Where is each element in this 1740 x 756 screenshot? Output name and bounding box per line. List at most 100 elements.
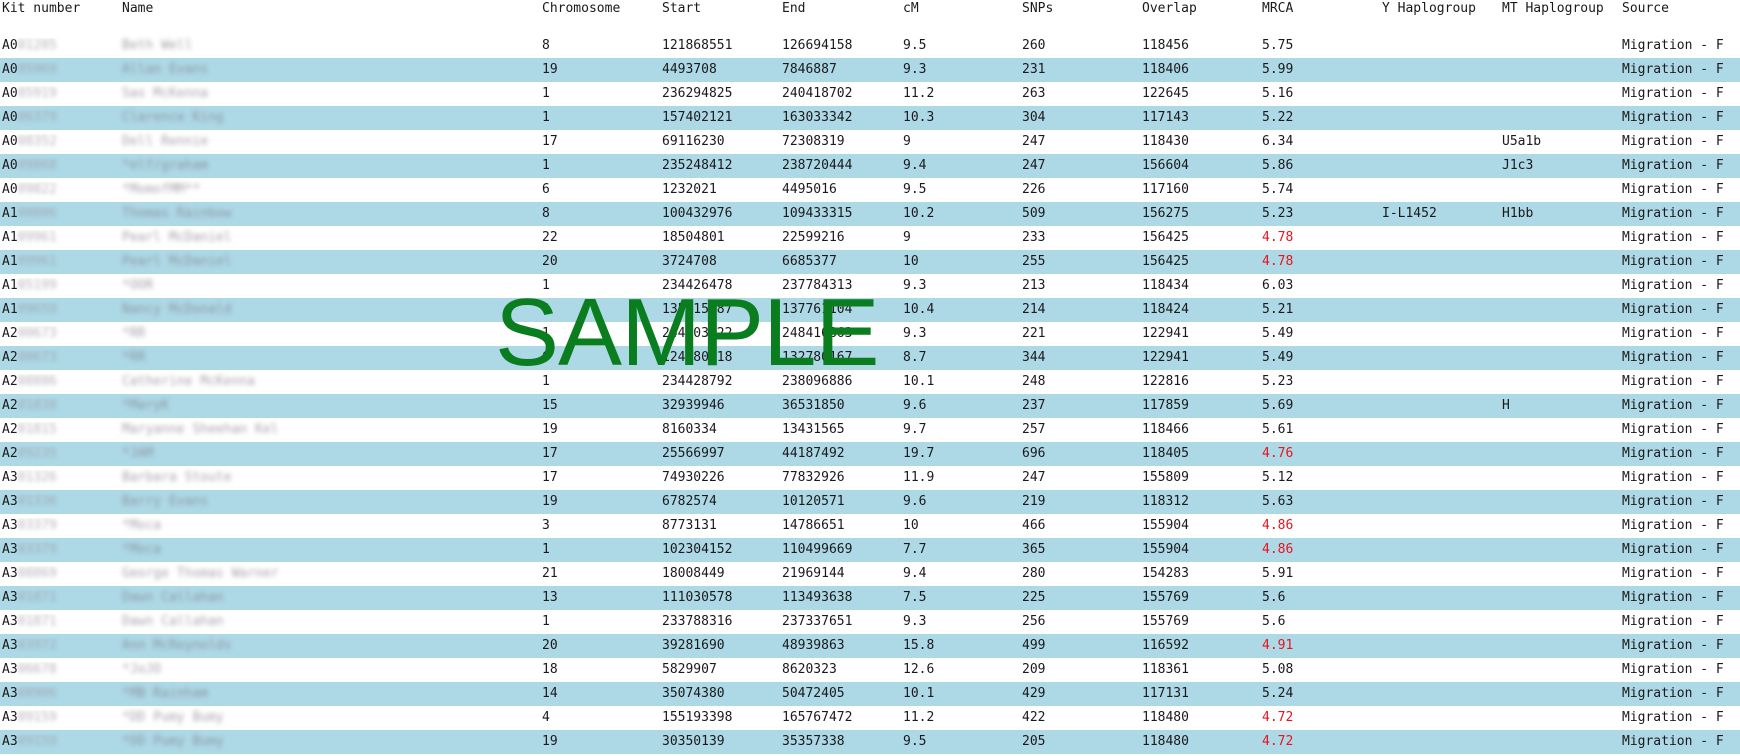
cell-kit-number: A303379 bbox=[2, 542, 122, 558]
cell-snps: 422 bbox=[1022, 710, 1046, 725]
cell-cm: 12.6 bbox=[903, 662, 935, 677]
cell-start: 35074380 bbox=[662, 686, 725, 701]
cell-name-redacted: *Moca bbox=[122, 518, 162, 533]
column-header-name[interactable]: Name bbox=[122, 1, 154, 16]
cell-end: 77832926 bbox=[782, 470, 845, 485]
cell-kit-number: A008352 bbox=[2, 134, 122, 150]
cell-source: Migration - F bbox=[1622, 446, 1724, 461]
table-row[interactable]: A201815 Maryanne Sheehan Kel 19 8160334 1343… bbox=[0, 418, 1740, 442]
table-row[interactable]: A009822 *MomofMM** 6 1232021 4495016 9.5 226 11… bbox=[0, 178, 1740, 202]
cell-end: 163033342 bbox=[782, 110, 853, 125]
column-header-end[interactable]: End bbox=[782, 1, 806, 16]
cell-start: 18504801 bbox=[662, 230, 725, 245]
cell-chromosome: 20 bbox=[542, 254, 558, 269]
table-row[interactable]: A303379 *Moca 1 102304152 110499669 7.7 365 155… bbox=[0, 538, 1740, 562]
cell-mrca: 5.86 bbox=[1262, 158, 1294, 173]
cell-cm: 11.2 bbox=[903, 86, 935, 101]
cell-snps: 696 bbox=[1022, 446, 1046, 461]
table-row[interactable]: A100806 Thomas Rainbow 8 100432976 109433315… bbox=[0, 202, 1740, 226]
column-header-start[interactable]: Start bbox=[662, 1, 702, 16]
cell-start: 234426478 bbox=[662, 278, 733, 293]
table-row[interactable]: A309159 *DD Pumy Bumy 4 155193398 165767472 1… bbox=[0, 706, 1740, 730]
cell-overlap: 155904 bbox=[1142, 542, 1189, 557]
cell-end: 248416863 bbox=[782, 326, 853, 341]
kit-number-prefix: A3 bbox=[2, 686, 18, 701]
table-row[interactable]: A301326 Barbara Stoute 17 74930226 77832926 1… bbox=[0, 466, 1740, 490]
cell-mrca: 5.23 bbox=[1262, 374, 1294, 389]
cell-source: Migration - F bbox=[1622, 590, 1724, 605]
cell-mrca: 4.78 bbox=[1262, 230, 1294, 245]
column-header-chromosome[interactable]: Chromosome bbox=[542, 1, 621, 16]
kit-number-prefix: A3 bbox=[2, 518, 18, 533]
table-row[interactable]: A209235 *JAM 17 25566997 44187492 19.7 696 1184… bbox=[0, 442, 1740, 466]
table-row[interactable]: A303972 Ann McReynolds 20 39281690 48939863 1… bbox=[0, 634, 1740, 658]
cell-kit-number: A209235 bbox=[2, 446, 122, 462]
cell-source: Migration - F bbox=[1622, 494, 1724, 509]
column-header-mrca[interactable]: MRCA bbox=[1262, 1, 1294, 16]
cell-source: Migration - F bbox=[1622, 326, 1724, 341]
column-header-y-haplogroup[interactable]: Y Haplogroup bbox=[1382, 1, 1476, 16]
table-row[interactable]: A109961 Pearl McDaniel 20 3724708 6685377 10 2… bbox=[0, 250, 1740, 274]
kit-number-redacted: 09159 bbox=[17, 734, 57, 749]
table-row[interactable]: A109961 Pearl McDaniel 22 18504801 22599216 9… bbox=[0, 226, 1740, 250]
cell-start: 4493708 bbox=[662, 62, 717, 77]
cell-end: 240418702 bbox=[782, 86, 853, 101]
table-row[interactable]: A308869 George Thomas Warner 21 18008449 219… bbox=[0, 562, 1740, 586]
cell-chromosome: 22 bbox=[542, 230, 558, 245]
cell-mrca: 4.72 bbox=[1262, 710, 1294, 725]
cell-mrca: 4.76 bbox=[1262, 446, 1294, 461]
column-header-kit-number[interactable]: Kit number bbox=[2, 1, 81, 16]
cell-kit-number: A201815 bbox=[2, 422, 122, 438]
table-row[interactable]: A301871 Dawn Callahan 13 111030578 113493638… bbox=[0, 586, 1740, 610]
table-row[interactable]: A001205 Beth Well 8 121868551 126694158 9.5 26… bbox=[0, 34, 1740, 58]
kit-number-prefix: A3 bbox=[2, 590, 18, 605]
table-row[interactable]: A105199 *OOR 1 234426478 237784313 9.3 213 1184… bbox=[0, 274, 1740, 298]
column-header-cm[interactable]: cM bbox=[903, 1, 919, 16]
cell-start: 30350139 bbox=[662, 734, 725, 749]
cell-mrca: 5.91 bbox=[1262, 566, 1294, 581]
table-row[interactable]: A309159 *DD Pumy Bumy 19 30350139 35357338 9.… bbox=[0, 730, 1740, 754]
cell-end: 8620323 bbox=[782, 662, 837, 677]
cell-end: 44187492 bbox=[782, 446, 845, 461]
cell-overlap: 117859 bbox=[1142, 398, 1189, 413]
table-row[interactable]: A005969 Allan Evans 19 4493708 7846887 9.3 231… bbox=[0, 58, 1740, 82]
table-row[interactable]: A301336 Barry Evans 19 6782574 10120571 9.6 21… bbox=[0, 490, 1740, 514]
table-row[interactable]: A009868 *elf/graham 1 235248412 238720444 9.4… bbox=[0, 154, 1740, 178]
kit-number-redacted: 01871 bbox=[17, 590, 57, 605]
cell-cm: 19.7 bbox=[903, 446, 935, 461]
kit-number-redacted: 01336 bbox=[17, 494, 57, 509]
table-row[interactable]: A109659 Nancy McDonald 9 135015987 137761104… bbox=[0, 298, 1740, 322]
table-row[interactable]: A005919 Sas McKenna 1 236294825 240418702 11.… bbox=[0, 82, 1740, 106]
cell-cm: 7.7 bbox=[903, 542, 927, 557]
table-row[interactable]: A006379 Clarence King 1 157402121 163033342 1… bbox=[0, 106, 1740, 130]
cell-name-redacted: Nancy McDonald bbox=[122, 302, 232, 317]
table-row[interactable]: A303379 *Moca 3 8773131 14786651 10 466 155904 4… bbox=[0, 514, 1740, 538]
cell-cm: 9.3 bbox=[903, 278, 927, 293]
cell-start: 69116230 bbox=[662, 134, 725, 149]
column-header-snps[interactable]: SNPs bbox=[1022, 1, 1054, 16]
cell-source: Migration - F bbox=[1622, 374, 1724, 389]
cell-overlap: 122816 bbox=[1142, 374, 1189, 389]
table-row[interactable]: A008352 Dell Rennie 17 69116230 72308319 9 247… bbox=[0, 130, 1740, 154]
column-header-mt-haplogroup[interactable]: MT Haplogroup bbox=[1502, 1, 1604, 16]
cell-mt-haplogroup: J1c3 bbox=[1502, 158, 1534, 173]
cell-kit-number: A105199 bbox=[2, 278, 122, 294]
column-header-source[interactable]: Source bbox=[1622, 1, 1669, 16]
cell-cm: 10.3 bbox=[903, 110, 935, 125]
cell-cm: 10.2 bbox=[903, 206, 935, 221]
table-row[interactable]: A201838 *MaryK 15 32939946 36531850 9.6 237 117… bbox=[0, 394, 1740, 418]
table-row[interactable]: A200673 *RR 1 244403122 248416863 9.3 221 12294… bbox=[0, 322, 1740, 346]
table-row[interactable]: A306678 *JoJO 18 5829907 8620323 12.6 209 11836… bbox=[0, 658, 1740, 682]
cell-source: Migration - F bbox=[1622, 542, 1724, 557]
cell-snps: 256 bbox=[1022, 614, 1046, 629]
cell-name-redacted: Beth Well bbox=[122, 38, 193, 53]
cell-snps: 509 bbox=[1022, 206, 1046, 221]
table-row[interactable]: A301871 Dawn Callahan 1 233788316 237337651 9… bbox=[0, 610, 1740, 634]
column-header-overlap[interactable]: Overlap bbox=[1142, 1, 1197, 16]
cell-start: 155193398 bbox=[662, 710, 733, 725]
cell-end: 14786651 bbox=[782, 518, 845, 533]
table-row[interactable]: A200673 *RR 6 124480118 132780167 8.7 344 12294… bbox=[0, 346, 1740, 370]
table-row[interactable]: A308906 *MB Rainham 14 35074380 50472405 10.1… bbox=[0, 682, 1740, 706]
table-row[interactable]: A208886 Catherine McKenna 1 234428792 238096… bbox=[0, 370, 1740, 394]
cell-snps: 205 bbox=[1022, 734, 1046, 749]
